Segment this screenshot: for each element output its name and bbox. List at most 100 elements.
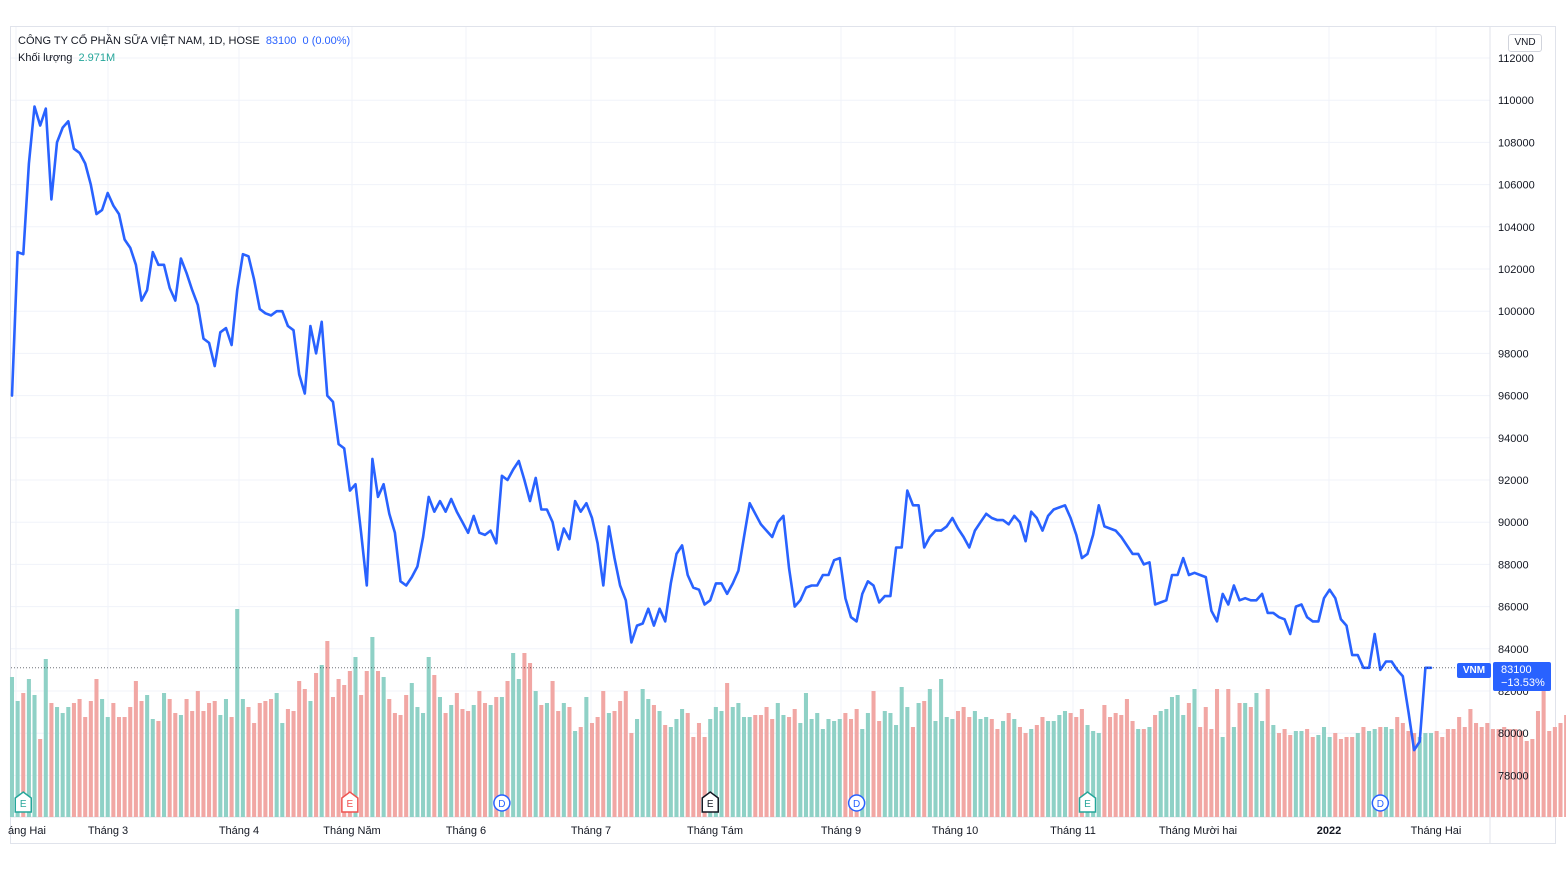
volume-bar: [1327, 737, 1332, 817]
y-tick-label: 108000: [1498, 137, 1535, 149]
volume-bar: [888, 713, 893, 817]
svg-text:E: E: [1084, 799, 1091, 810]
volume-bar: [1175, 695, 1180, 817]
volume-bar: [539, 705, 544, 817]
volume-bar: [184, 699, 189, 817]
volume-bar: [865, 713, 870, 817]
volume-bar: [1558, 723, 1563, 817]
volume-bar: [291, 711, 296, 817]
volume-bar: [696, 723, 702, 817]
volume-bar: [736, 703, 741, 817]
volume-bars: [9, 609, 1566, 817]
volume-bar: [972, 711, 977, 817]
y-tick-label: 104000: [1498, 222, 1535, 234]
volume-bar: [882, 711, 887, 817]
svg-text:D: D: [1377, 799, 1384, 810]
volume-bar: [150, 719, 155, 817]
y-tick-label: 96000: [1498, 391, 1529, 403]
volume-bar: [223, 699, 229, 817]
volume-bar: [792, 709, 797, 817]
x-tick-label: Tháng Hai: [1411, 825, 1462, 837]
volume-bar: [1293, 731, 1298, 817]
volume-bar: [984, 717, 989, 817]
volume-bar: [1164, 709, 1169, 817]
legend-volume-label: Khối lượng: [18, 52, 73, 64]
volume-bar: [145, 695, 150, 817]
volume-bar: [741, 717, 747, 817]
volume-bar: [55, 707, 60, 817]
volume-bar: [1136, 729, 1141, 817]
volume-bar: [1096, 733, 1101, 817]
y-tick-label: 106000: [1498, 180, 1535, 192]
volume-bar: [1153, 715, 1158, 817]
y-tick-label: 102000: [1498, 264, 1535, 276]
volume-bar: [1012, 719, 1017, 817]
volume-bar: [1220, 737, 1225, 817]
volume-bar: [1282, 729, 1287, 817]
chart-frame: [10, 26, 1556, 844]
volume-bar: [708, 719, 713, 817]
volume-bar: [1051, 721, 1056, 817]
volume-bar: [753, 715, 758, 817]
volume-bar: [1214, 689, 1220, 817]
volume-bar: [88, 701, 93, 817]
volume-bar: [285, 709, 290, 817]
volume-bar: [950, 719, 955, 817]
volume-bar: [1248, 707, 1253, 817]
volume-bar: [297, 681, 302, 817]
price-tag-change: −13.53%: [1501, 677, 1545, 689]
volume-bar: [387, 699, 392, 817]
volume-bar: [1502, 727, 1507, 817]
volume-bar: [1198, 727, 1203, 817]
volume-bar: [725, 683, 730, 817]
volume-bar: [848, 719, 854, 817]
volume-bar: [1243, 703, 1248, 817]
x-tick-label: Tháng 10: [932, 825, 978, 837]
currency-button[interactable]: VND: [1508, 34, 1542, 52]
volume-bar: [685, 713, 690, 817]
volume-bar: [370, 637, 375, 817]
volume-bar: [646, 699, 651, 817]
volume-bar: [1333, 733, 1338, 817]
volume-bar: [1490, 729, 1495, 817]
volume-bar: [1169, 697, 1175, 817]
volume-bar: [533, 691, 538, 817]
y-tick-label: 88000: [1498, 559, 1529, 571]
volume-bar: [1479, 727, 1484, 817]
y-tick-label: 98000: [1498, 348, 1529, 360]
volume-bar: [105, 717, 110, 817]
volume-bar: [235, 609, 240, 817]
volume-bar: [860, 729, 865, 817]
volume-bar: [1344, 737, 1349, 817]
volume-bar: [612, 711, 617, 817]
volume-bar: [1355, 733, 1360, 817]
price-line-layer: [10, 105, 1490, 752]
volume-bar: [730, 707, 735, 817]
volume-bar: [1040, 717, 1045, 817]
volume-bar: [449, 705, 454, 817]
price-tag-price: 83100: [1501, 664, 1532, 676]
volume-bar: [32, 695, 37, 817]
volume-bar: [606, 713, 611, 817]
volume-bar: [702, 737, 707, 817]
volume-bar: [432, 675, 437, 817]
volume-bar: [1062, 711, 1068, 817]
dividend-event-marker: D: [493, 794, 511, 812]
volume-bar: [1113, 713, 1118, 817]
volume-bar: [409, 683, 414, 817]
volume-bar: [218, 715, 223, 817]
volume-bar: [1530, 739, 1535, 817]
legend-volume-row: Khối lượng 2.971M: [18, 52, 115, 64]
x-tick-label: Tháng 7: [571, 825, 611, 837]
volume-bar: [398, 715, 403, 817]
price-line: [10, 105, 1433, 752]
y-tick-label: 94000: [1498, 433, 1529, 445]
volume-bar: [257, 703, 262, 817]
volume-bar: [1451, 729, 1456, 817]
x-tick-label: Tháng Mười hai: [1159, 825, 1237, 837]
volume-bar: [967, 717, 972, 817]
earnings-event-marker: E: [341, 791, 359, 813]
volume-bar: [1124, 699, 1129, 817]
volume-bar: [1001, 721, 1006, 817]
